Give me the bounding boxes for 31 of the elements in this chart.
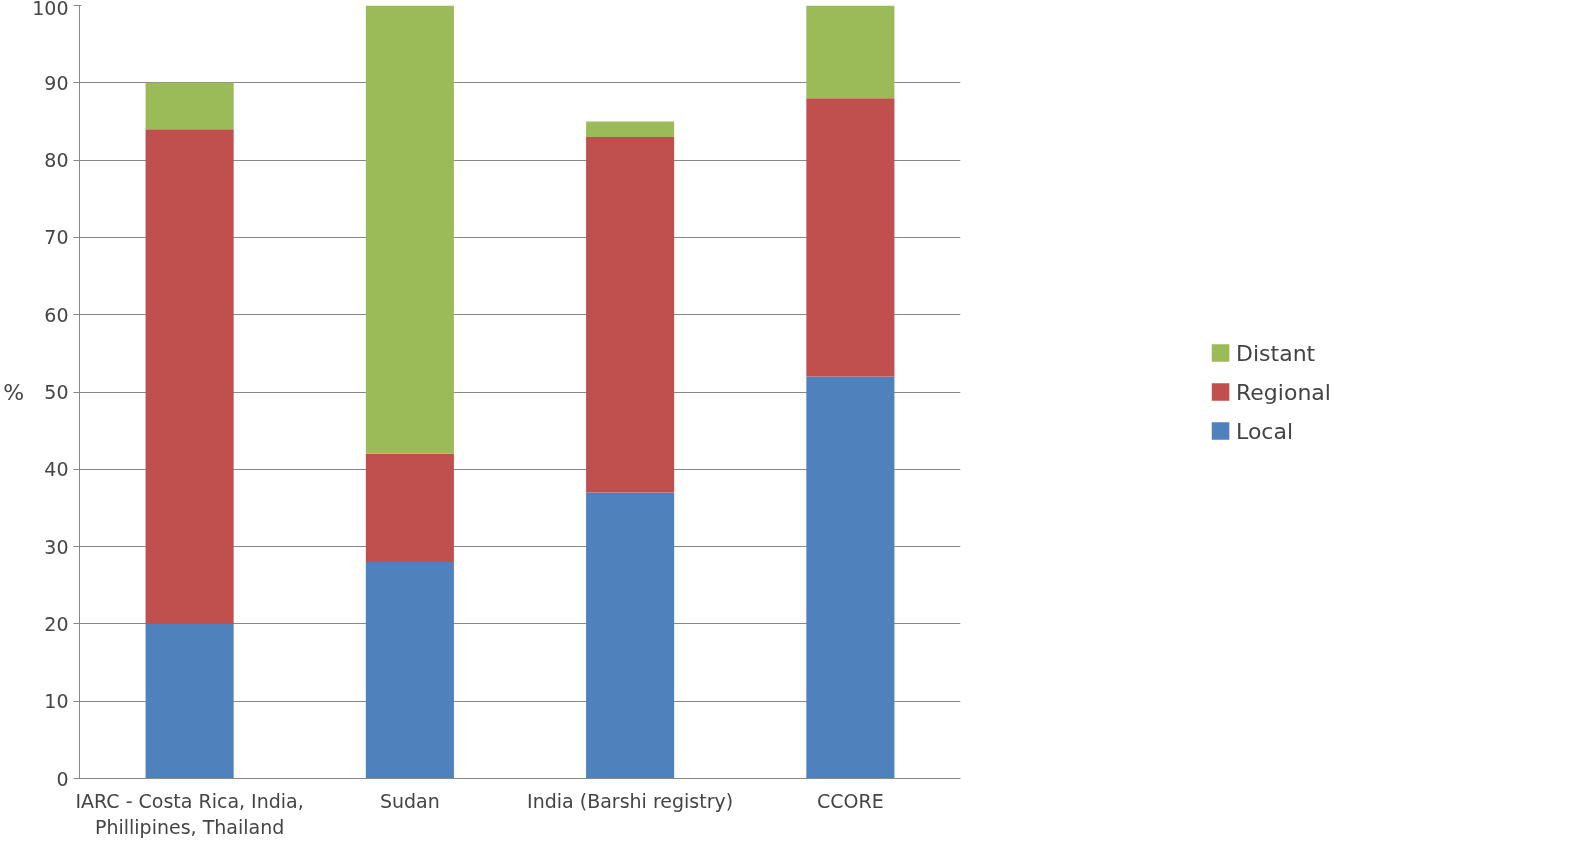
y-tick-label: 100 — [32, 0, 69, 19]
y-tick-label: 90 — [44, 71, 69, 94]
y-tick-label: 40 — [44, 458, 69, 481]
bar — [586, 492, 675, 779]
bar — [145, 623, 234, 779]
y-tick-label: 0 — [56, 767, 69, 790]
x-tick-label: India (Barshi registry) — [527, 789, 734, 812]
bar — [365, 5, 454, 454]
bar — [806, 98, 895, 377]
y-tick-label: 10 — [44, 690, 69, 713]
bar — [365, 562, 454, 779]
y-tick-label: 20 — [44, 612, 69, 635]
bar — [365, 453, 454, 563]
bar — [145, 82, 234, 130]
y-tick-label: 30 — [44, 535, 69, 558]
bar — [586, 121, 675, 137]
y-tick-label: 60 — [44, 303, 69, 326]
y-tick-label: 50 — [44, 381, 69, 403]
bar — [145, 129, 234, 624]
y-tick-label: 80 — [44, 149, 69, 172]
y-tick-label: 70 — [44, 226, 69, 249]
x-tick-label: IARC - Costa Rica, India, Phillipines, Thailand — [75, 789, 304, 838]
x-tick-label: Sudan — [379, 789, 440, 812]
legend-label: Regional — [1236, 379, 1331, 404]
x-tick-label: CCORE — [817, 789, 884, 812]
bar — [586, 136, 675, 493]
legend-label: Local — [1236, 418, 1294, 443]
bar — [806, 5, 895, 99]
bar — [806, 376, 895, 779]
y-axis-title: % — [3, 379, 25, 405]
legend-label: Distant — [1236, 340, 1316, 365]
